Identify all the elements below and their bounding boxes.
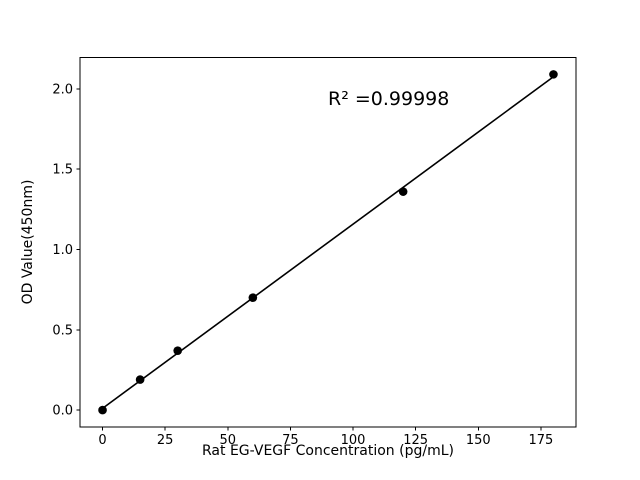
x-axis-label: Rat EG-VEGF Concentration (pg/mL) <box>202 443 454 459</box>
y-tick-label: 1.0 <box>52 243 73 258</box>
r-squared-annotation: R² =0.99998 <box>328 88 450 111</box>
data-point <box>248 293 258 302</box>
data-point <box>173 346 182 355</box>
x-tick-label: 100 <box>341 433 366 448</box>
data-point <box>398 187 408 196</box>
data-point <box>98 405 107 415</box>
x-tick-label: 150 <box>466 433 491 448</box>
y-axis-label: OD Value(450nm) <box>20 179 36 305</box>
y-tick-label: 2.0 <box>52 82 73 97</box>
fit-line <box>102 76 554 410</box>
x-tick-label: 175 <box>529 433 554 448</box>
x-tick-label: 25 <box>157 433 174 448</box>
x-tick-label: 125 <box>403 433 428 448</box>
y-tick-label: 0.5 <box>52 323 73 338</box>
plot-frame <box>79 57 577 428</box>
data-point <box>135 375 145 384</box>
x-tick-label: 75 <box>282 433 299 448</box>
y-tick-label: 0.0 <box>52 404 73 419</box>
data-point <box>549 70 558 79</box>
y-tick-label: 1.5 <box>52 163 73 178</box>
x-tick-label: 50 <box>220 433 237 448</box>
x-tick-label: 0 <box>98 433 106 448</box>
